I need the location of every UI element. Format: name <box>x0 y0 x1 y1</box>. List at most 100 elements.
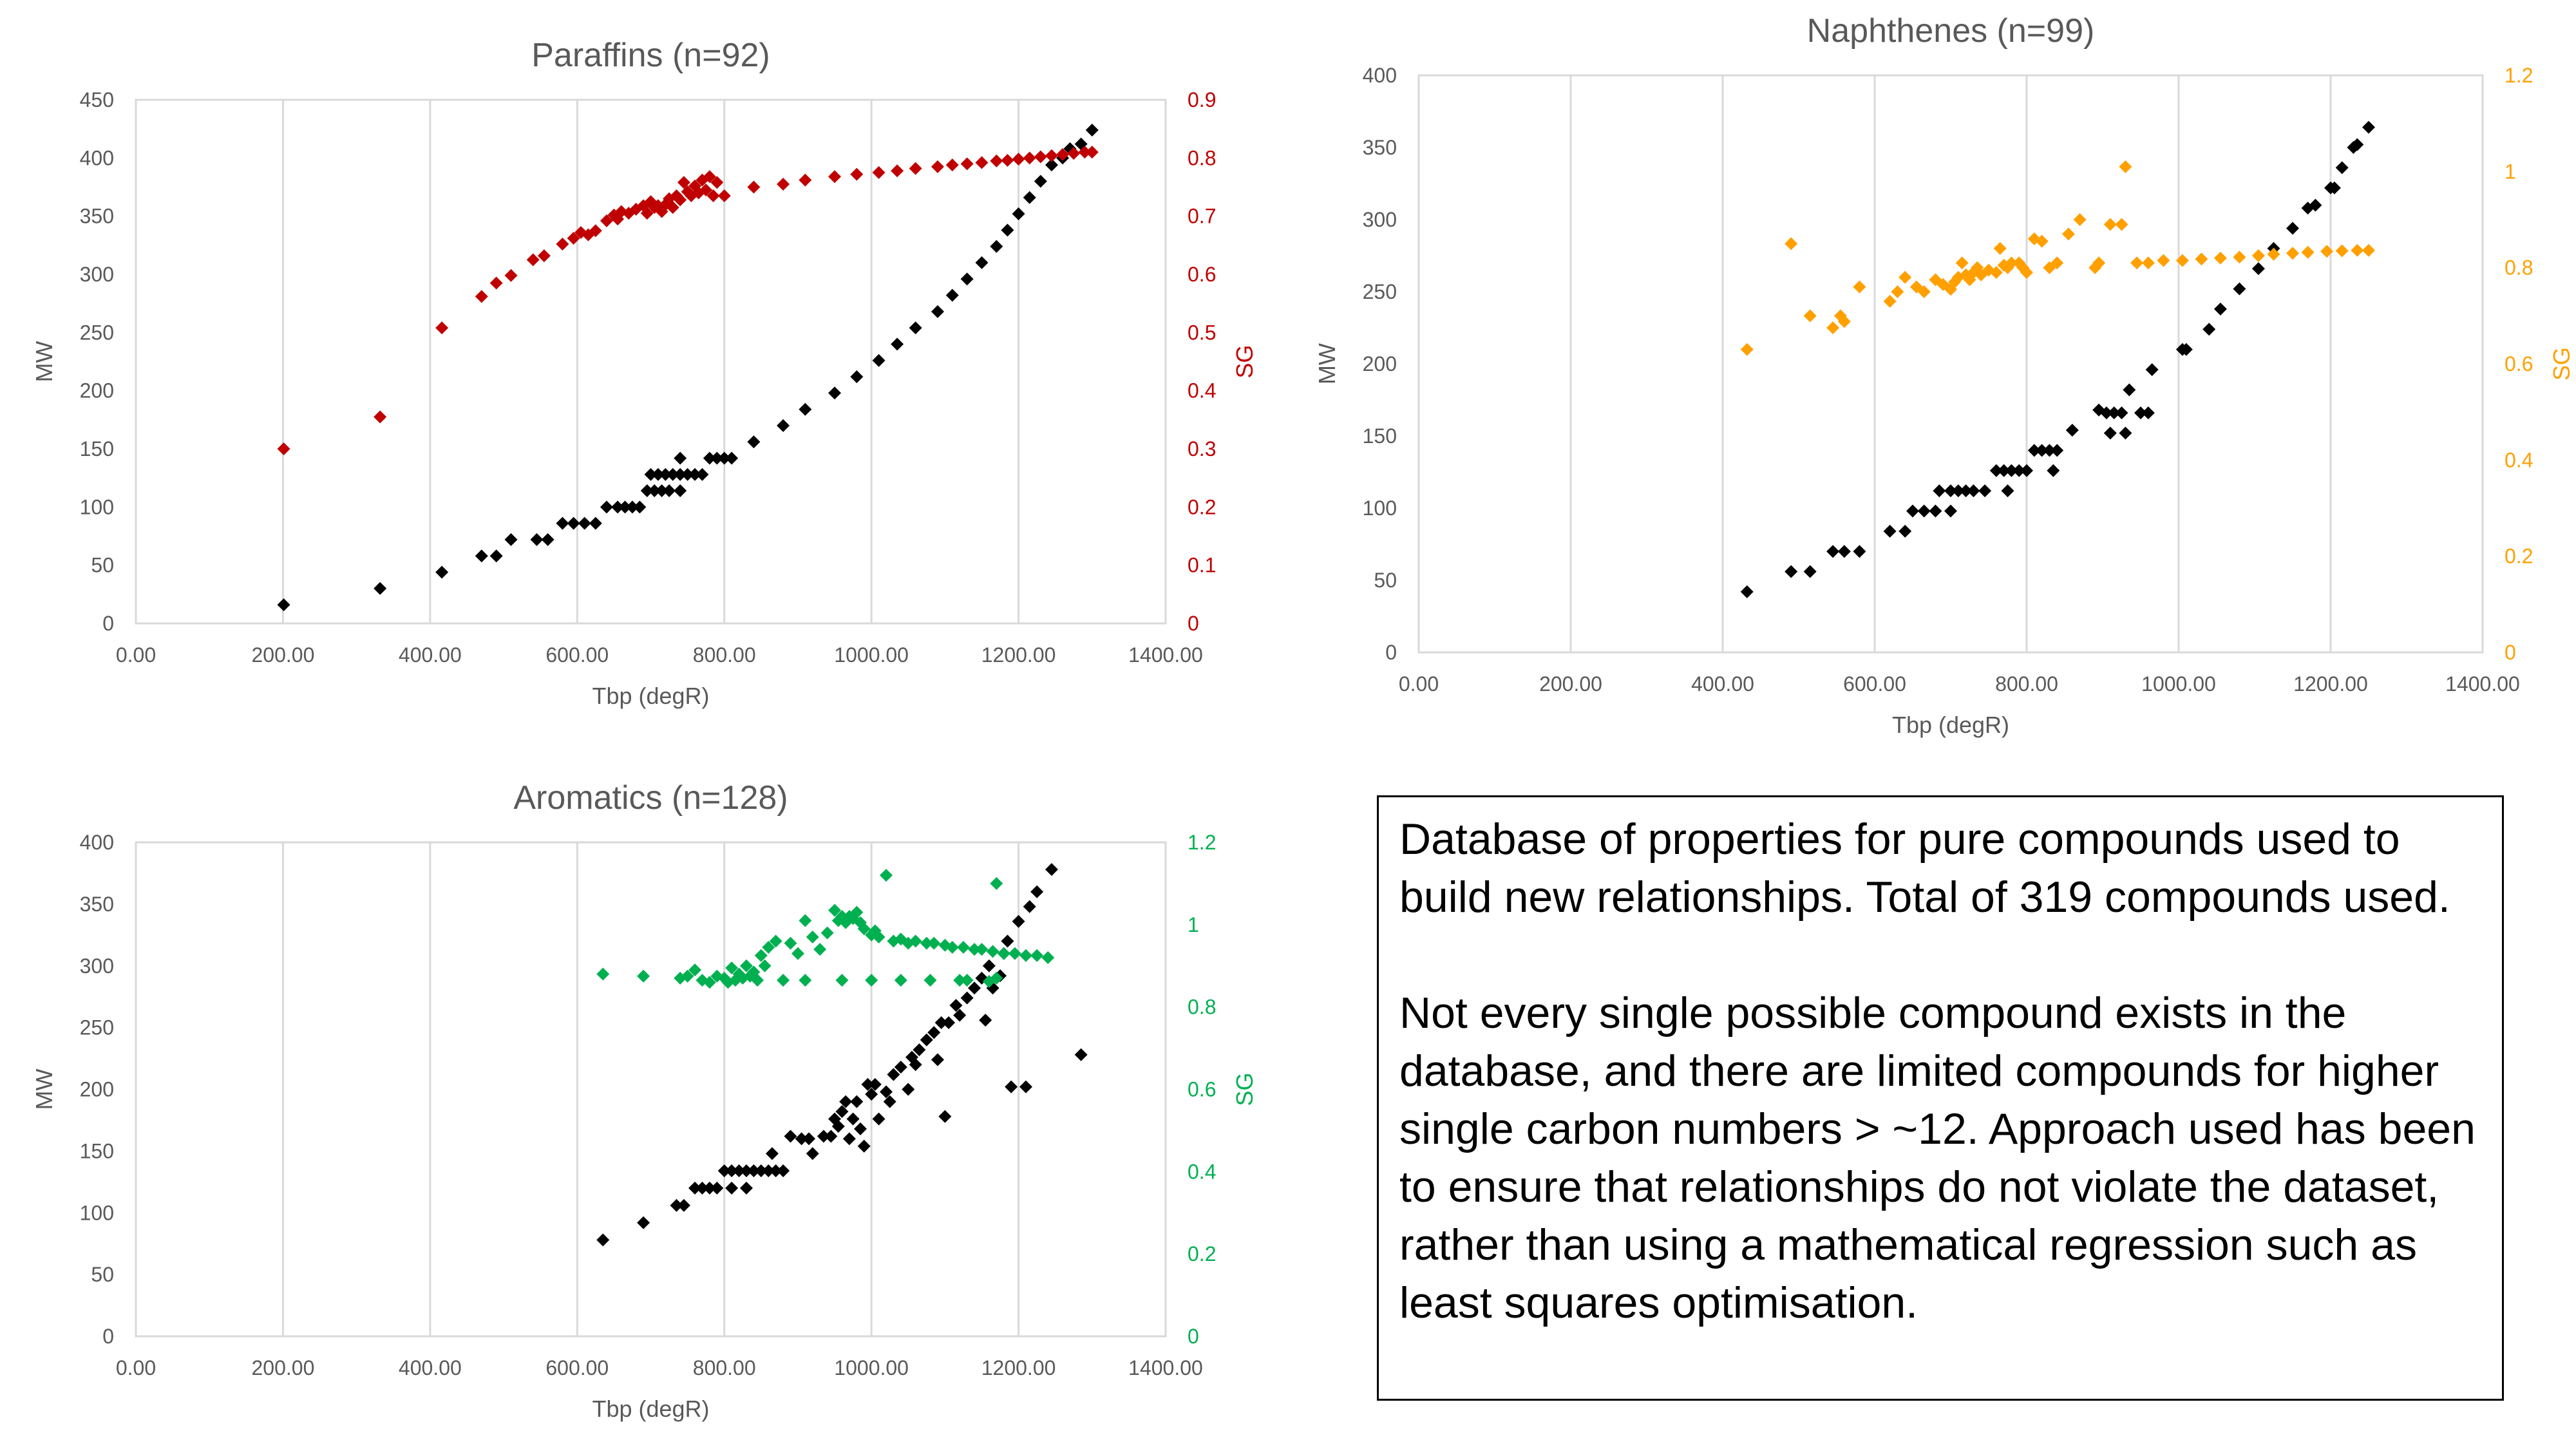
x-tick-label: 600.00 <box>1843 672 1906 696</box>
data-point <box>828 904 842 917</box>
y-tick-label: 450 <box>80 88 114 111</box>
data-point <box>865 1088 878 1101</box>
data-point <box>556 238 569 251</box>
data-point <box>633 500 647 514</box>
data-point <box>891 164 904 178</box>
data-point <box>2309 198 2322 212</box>
data-point <box>883 1095 896 1108</box>
data-point <box>835 974 849 987</box>
x-tick-label: 800.00 <box>693 643 756 667</box>
data-point <box>2320 245 2334 258</box>
data-point <box>1899 270 1912 284</box>
y2-axis-label: SG <box>1231 1072 1258 1106</box>
data-point <box>1012 207 1025 221</box>
data-point <box>611 500 625 514</box>
data-point <box>982 959 996 972</box>
data-point <box>2141 256 2155 270</box>
data-point <box>504 533 518 546</box>
plot-area <box>1417 74 2484 654</box>
data-point <box>2073 213 2087 226</box>
data-point <box>762 1164 775 1178</box>
data-point <box>618 500 632 514</box>
data-point <box>1001 153 1014 167</box>
y2-tick-label: 0.2 <box>2505 545 2533 568</box>
y-tick-label: 0 <box>102 612 114 635</box>
x-tick-label: 800.00 <box>1995 672 2058 696</box>
data-point <box>1917 285 1931 298</box>
data-point <box>799 402 812 416</box>
data-point <box>1899 524 1912 538</box>
data-point <box>894 1060 907 1074</box>
data-point <box>945 158 959 172</box>
data-point <box>2202 323 2216 336</box>
data-point <box>2251 262 2265 276</box>
x-tick-label: 800.00 <box>693 1356 756 1379</box>
y2-tick-label: 0.6 <box>2505 352 2533 375</box>
data-point <box>2035 444 2049 457</box>
note-box: Database of properties for pure compound… <box>1377 795 2504 1401</box>
data-point <box>739 1164 753 1178</box>
data-point <box>861 1077 875 1091</box>
y-tick-label: 150 <box>1363 424 1397 448</box>
data-point <box>1034 175 1047 188</box>
data-point <box>2061 227 2075 241</box>
data-point <box>846 1112 860 1126</box>
data-point <box>435 321 449 335</box>
data-point <box>1740 343 1754 356</box>
data-point <box>1989 266 2003 279</box>
data-point <box>850 370 864 383</box>
data-point <box>1833 309 1847 323</box>
data-point <box>541 533 554 546</box>
data-point <box>475 549 488 563</box>
data-point <box>850 167 864 181</box>
data-point <box>784 1130 797 1143</box>
data-point <box>277 598 290 612</box>
data-point <box>2001 484 2014 498</box>
data-point <box>839 1095 853 1108</box>
data-point <box>2134 406 2147 420</box>
data-point <box>2267 247 2280 261</box>
chart-title: Naphthenes (n=99) <box>1807 12 2095 50</box>
data-point <box>909 321 922 335</box>
data-point <box>2145 363 2159 376</box>
data-point <box>2115 218 2128 231</box>
data-point <box>1883 524 1897 538</box>
y2-tick-label: 0 <box>1188 612 1199 635</box>
data-point <box>732 1164 746 1178</box>
data-point <box>2175 254 2189 267</box>
data-point <box>1008 947 1021 960</box>
data-point <box>1012 153 1025 166</box>
data-point <box>777 974 790 987</box>
data-point <box>777 1164 790 1178</box>
data-point <box>1078 146 1092 159</box>
data-point <box>530 533 544 546</box>
data-point <box>578 516 591 530</box>
data-point <box>648 484 661 498</box>
data-point <box>717 1164 731 1178</box>
x-tick-label: 1400.00 <box>1128 643 1203 667</box>
data-point <box>806 1147 819 1160</box>
data-point <box>795 1132 808 1146</box>
data-point <box>739 959 753 972</box>
data-point <box>2233 282 2246 296</box>
data-point <box>1959 484 1973 498</box>
data-point <box>854 1122 867 1135</box>
data-point <box>894 974 907 987</box>
data-point <box>1826 545 1840 558</box>
y2-tick-label: 1.2 <box>1188 831 1216 854</box>
data-point <box>2213 302 2227 316</box>
data-point <box>824 1130 838 1143</box>
data-point <box>699 184 713 197</box>
y2-tick-label: 0.6 <box>1188 263 1216 286</box>
data-point <box>596 967 610 981</box>
data-point <box>791 947 804 960</box>
data-point <box>526 253 540 267</box>
data-point <box>688 963 702 977</box>
data-point <box>489 549 503 563</box>
data-point <box>835 1105 849 1119</box>
y2-tick-label: 0.3 <box>1188 437 1216 460</box>
data-point <box>2301 245 2315 259</box>
data-point <box>1045 158 1058 172</box>
data-point <box>754 1164 768 1178</box>
data-point <box>1853 280 1866 294</box>
